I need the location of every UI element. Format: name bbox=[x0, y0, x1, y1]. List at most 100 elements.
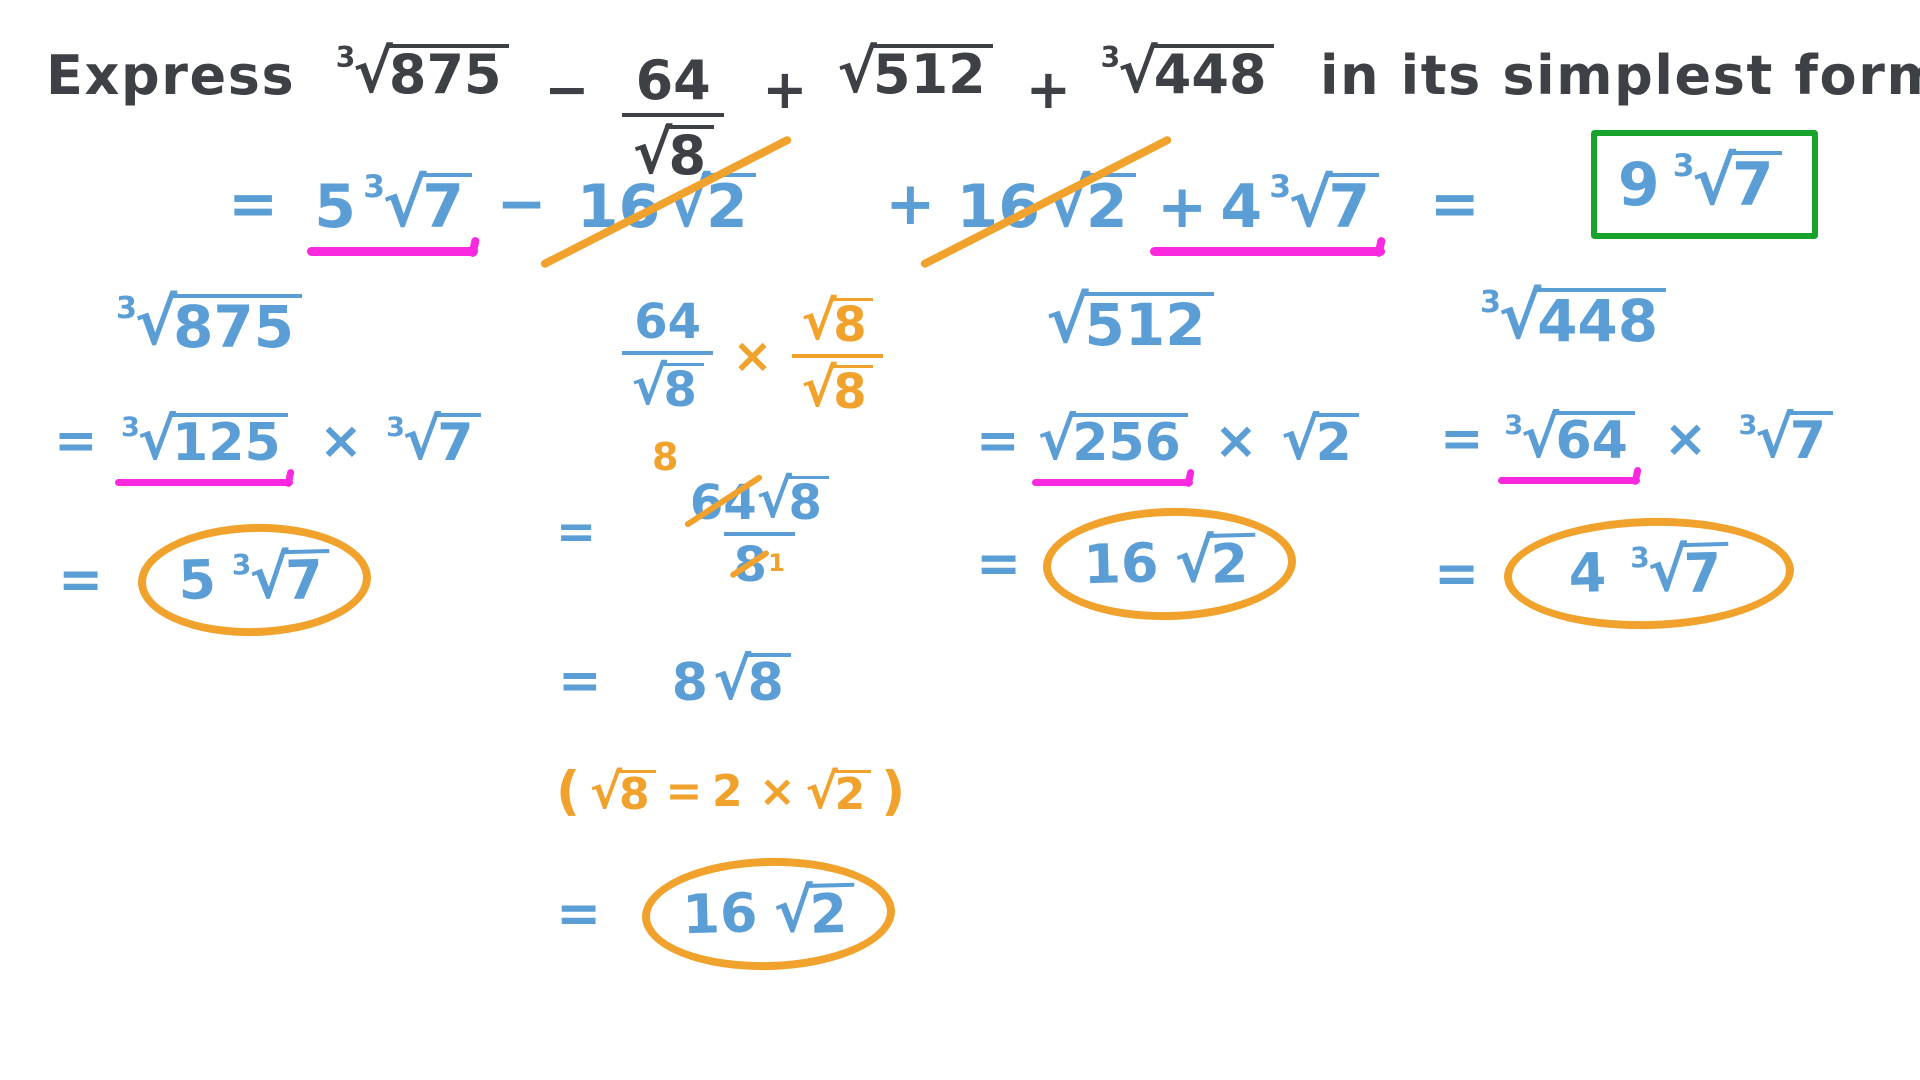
col1-result: = 5 3 √ 7 bbox=[58, 520, 373, 640]
radical-sign: √ bbox=[137, 407, 176, 473]
times-operator: × bbox=[758, 766, 796, 818]
col4-result: = 4 3 √ 7 bbox=[1434, 514, 1795, 633]
radical-cbrt-125-underlined: 3 √ 125 bbox=[114, 407, 294, 487]
radical-sqrt-2: √ 2 bbox=[1281, 411, 1360, 469]
problem-statement: Express 3 √ 875 − 64 √ 8 + √ 512 + 3 √ 4… bbox=[46, 40, 1920, 183]
plus-operator: + bbox=[885, 168, 936, 239]
close-paren: ) bbox=[881, 761, 906, 822]
radical-sign: √ bbox=[382, 164, 427, 242]
radical-sign: √ bbox=[1037, 407, 1076, 473]
radical-cbrt-7: 3 √ 7 bbox=[232, 543, 332, 613]
radicand: 448 bbox=[1150, 44, 1275, 102]
root-index: 3 bbox=[335, 41, 356, 75]
fraction-64sqrt8-over-8: 64 √ 8 8 1 bbox=[680, 469, 838, 594]
radical-sqrt-8: √ 8 bbox=[589, 764, 656, 821]
result-circle-4-cbrt7: 4 3 √ 7 bbox=[1502, 514, 1795, 633]
radical-cbrt-64: 3 √ 64 bbox=[1504, 409, 1636, 467]
radicand: 256 bbox=[1069, 413, 1189, 469]
radical-sqrt-2: √ 2 bbox=[1174, 527, 1257, 597]
radicand: 64 bbox=[1552, 411, 1636, 467]
radical-sqrt-512: √ 512 bbox=[1046, 284, 1214, 358]
coefficient: 4 bbox=[1220, 171, 1263, 242]
col4-step: = 3 √ 64 × 3 √ 7 bbox=[1440, 405, 1834, 485]
radicand: 875 bbox=[385, 44, 510, 102]
radical-cbrt-125: 3 √ 125 bbox=[120, 407, 288, 473]
radical-sqrt-256: √ 256 bbox=[1037, 407, 1189, 473]
col2-expression: 64 √ 8 × √ 8 √ 8 bbox=[622, 295, 883, 417]
col1-expression: 3 √ 875 bbox=[116, 290, 303, 356]
radical-sqrt-8: √ 8 bbox=[713, 647, 792, 713]
root-index: 3 bbox=[363, 169, 385, 206]
root-index: 3 bbox=[116, 290, 137, 326]
coefficient: 2 bbox=[712, 766, 743, 818]
term-5-cbrt7-underlined: 5 3 √ 7 bbox=[307, 164, 479, 256]
fraction-numerator: 64 √ 8 bbox=[680, 469, 838, 532]
cancellation-result-1: 1 bbox=[768, 549, 785, 578]
fraction-sqrt8-over-sqrt8: √ 8 √ 8 bbox=[791, 295, 883, 416]
radical-cbrt-875: 3 √ 875 bbox=[335, 41, 510, 102]
cancelled-8: 8 bbox=[733, 537, 767, 594]
radicand: 7 bbox=[281, 548, 332, 612]
open-paren: ( bbox=[556, 761, 581, 822]
radical-sign: √ bbox=[756, 469, 792, 530]
fraction-64-over-sqrt8: 64 √ 8 bbox=[622, 298, 714, 417]
radical-sign: √ bbox=[631, 355, 667, 417]
radicand: 2 bbox=[1206, 532, 1257, 596]
coefficient: 16 bbox=[956, 171, 1040, 242]
final-answer-box: 9 3 √ 7 bbox=[1590, 130, 1818, 240]
root-index: 3 bbox=[1672, 148, 1695, 185]
radical-sign: √ bbox=[402, 407, 441, 473]
equals-sign: = bbox=[1440, 408, 1484, 469]
result-circle-5-cbrt7: 5 3 √ 7 bbox=[136, 520, 373, 640]
radical-sign: √ bbox=[837, 37, 877, 107]
times-operator: × bbox=[1663, 408, 1708, 469]
radical-cbrt-448: 3 √ 448 bbox=[1100, 41, 1275, 102]
fraction-denominator: √ 8 bbox=[791, 353, 883, 416]
radicand: 7 bbox=[434, 413, 481, 469]
col1-step: = 3 √ 125 × 3 √ 7 bbox=[54, 407, 481, 487]
equals-sign: = bbox=[228, 168, 279, 239]
radical-sign: √ bbox=[1755, 405, 1794, 471]
result-circle-16-sqrt2: 16 √ 2 bbox=[1041, 504, 1298, 624]
col2-step2: = 8 √ 8 bbox=[558, 647, 792, 713]
radical-sign: √ bbox=[713, 647, 752, 713]
radicand: 8 bbox=[744, 653, 792, 709]
term-16-sqrt2-cancelled: 16 √ 2 bbox=[577, 170, 757, 237]
radicand: 8 bbox=[785, 475, 829, 527]
radical-sqrt-2: √ 2 bbox=[666, 170, 757, 237]
col3-expression: √ 512 bbox=[1046, 284, 1214, 358]
radical-sign: √ bbox=[589, 764, 623, 821]
col3-step: = √ 256 × √ 2 bbox=[976, 407, 1360, 487]
radical-cbrt-875: 3 √ 875 bbox=[116, 290, 303, 356]
cancelled-64: 64 bbox=[689, 474, 757, 531]
col2-side-note: ( √ 8 = 2 × √ 2 ) bbox=[556, 761, 906, 822]
equals-sign: = bbox=[54, 410, 98, 471]
root-index: 3 bbox=[1100, 41, 1121, 75]
radicand: 8 bbox=[830, 297, 874, 349]
cancellation-hint-8: 8 bbox=[652, 435, 679, 479]
root-index: 3 bbox=[120, 411, 140, 443]
radical-sqrt-2: √ 2 bbox=[1046, 170, 1136, 237]
radicand: 8 bbox=[616, 769, 656, 817]
plus-operator: + bbox=[1156, 171, 1208, 242]
times-operator: × bbox=[319, 410, 363, 471]
radicand: 7 bbox=[1728, 151, 1782, 215]
root-index: 3 bbox=[386, 411, 405, 443]
fraction-numerator: √ 8 bbox=[792, 295, 883, 354]
radical-sign: √ bbox=[1498, 280, 1542, 354]
radical-cbrt-7: 3 √ 7 bbox=[363, 164, 473, 242]
radical-sign: √ bbox=[1046, 284, 1089, 358]
times-operator: × bbox=[1214, 410, 1258, 471]
radicand: 512 bbox=[869, 44, 994, 102]
root-index: 3 bbox=[1504, 409, 1524, 441]
radicand: 8 bbox=[660, 362, 704, 414]
fraction-numerator: 64 bbox=[635, 49, 711, 113]
radical-sign: √ bbox=[1288, 164, 1333, 242]
plus-operator: + bbox=[1025, 57, 1071, 121]
coefficient: 9 bbox=[1617, 150, 1660, 221]
col2-result: = 16 √ 2 bbox=[556, 854, 897, 974]
radical-sign: √ bbox=[1692, 143, 1737, 221]
coefficient: 4 bbox=[1567, 541, 1607, 605]
radicand: 875 bbox=[169, 293, 303, 356]
